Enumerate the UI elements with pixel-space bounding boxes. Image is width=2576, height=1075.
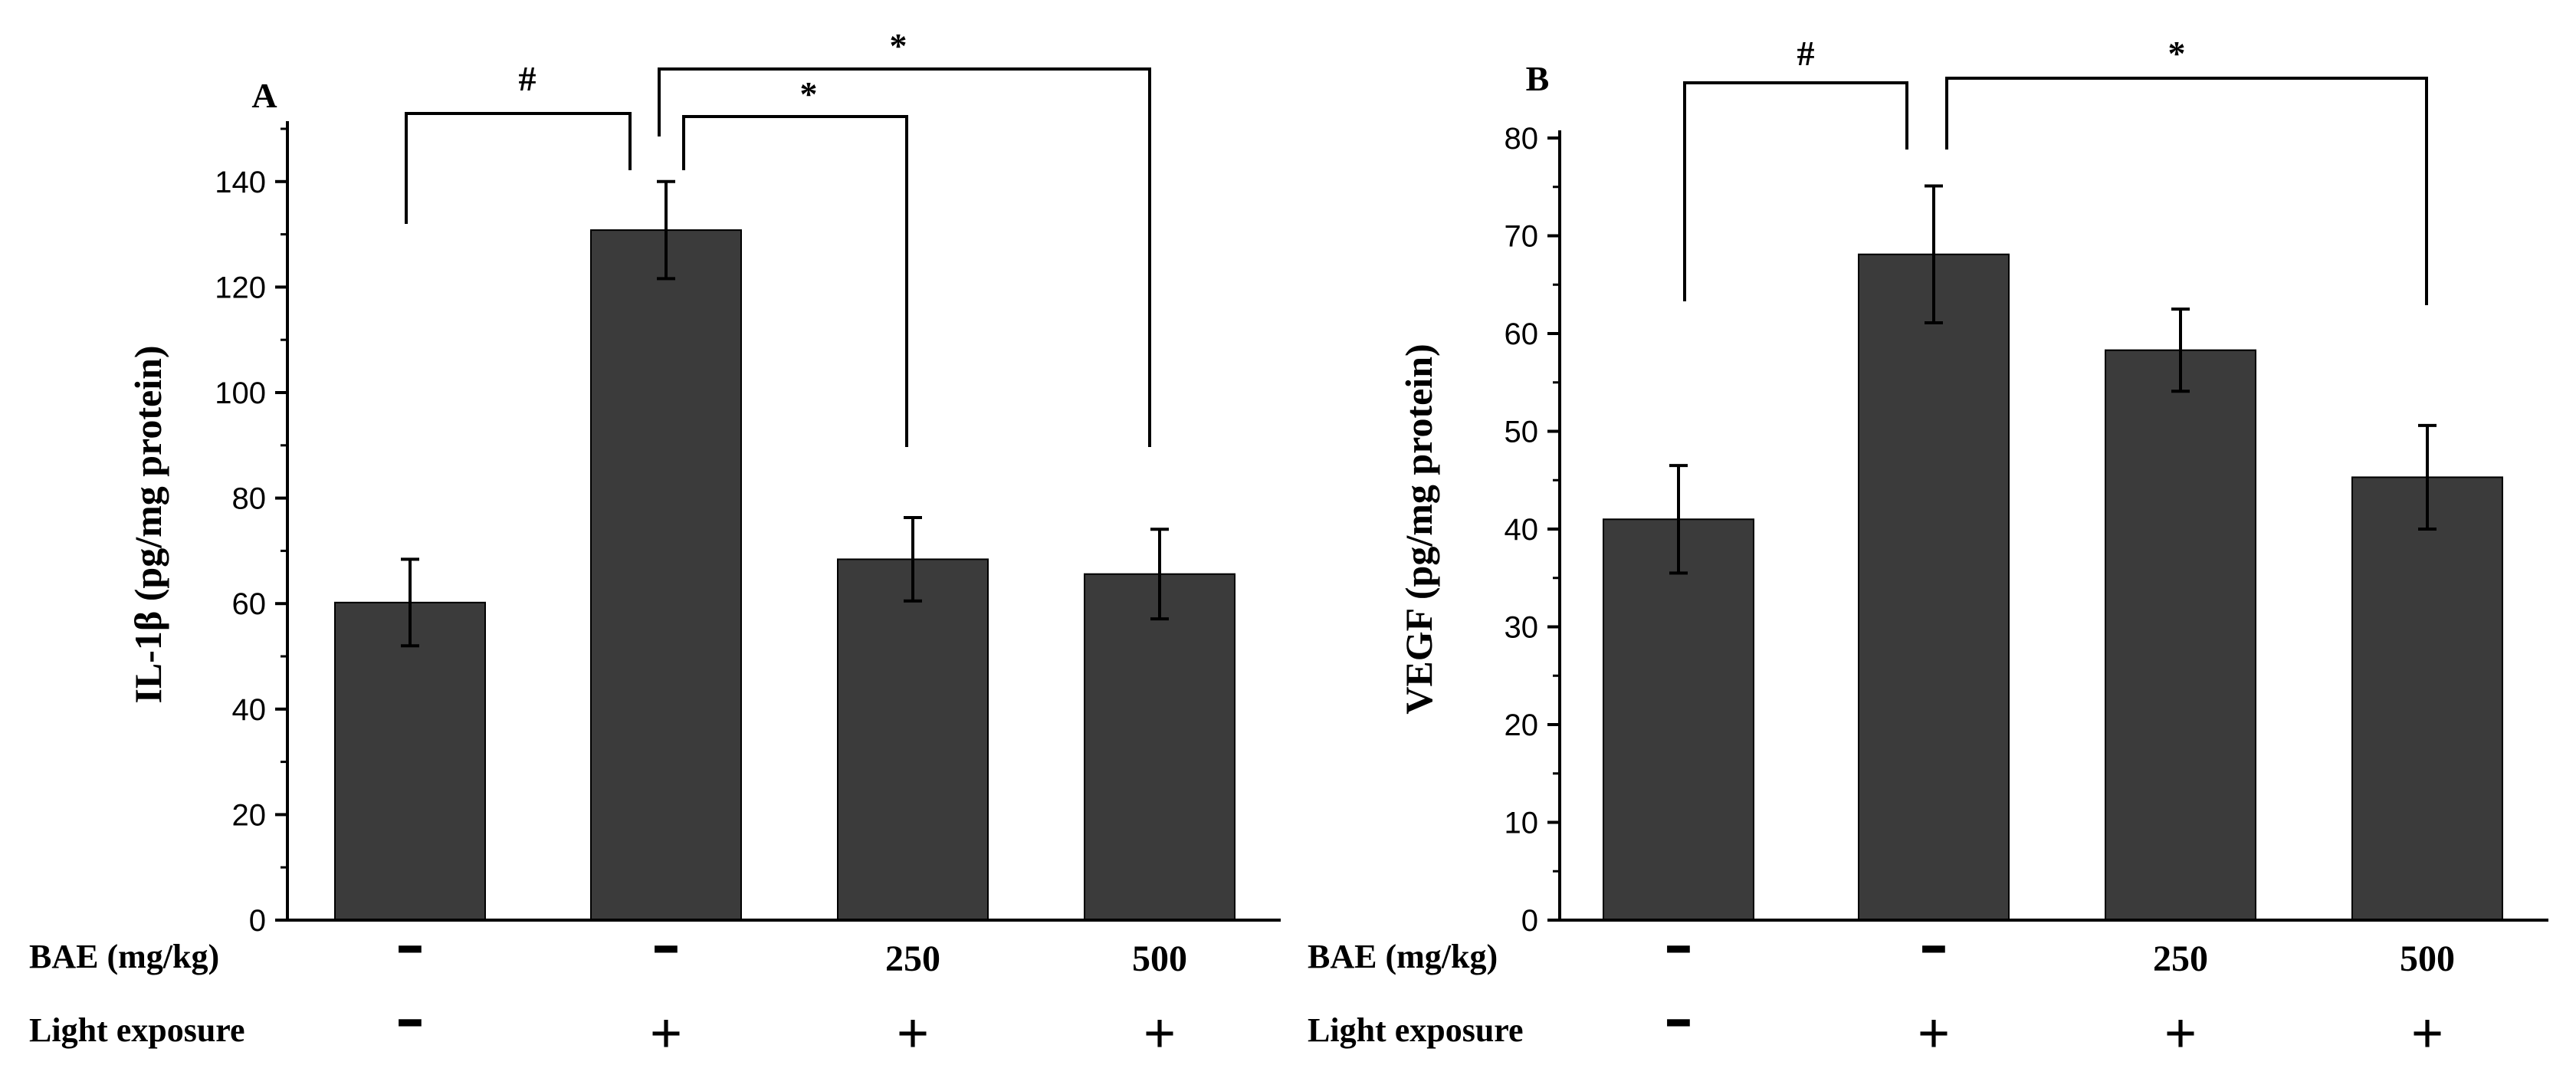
- bae-value-2: -: [651, 911, 681, 978]
- significance-bracket: [658, 67, 1151, 447]
- y-tick-label: 40: [1505, 513, 1539, 547]
- light-value-2: +: [1918, 1003, 1950, 1064]
- y-tick-label: 140: [215, 166, 266, 199]
- panel-label: B: [1526, 59, 1550, 98]
- significance-marker: *: [890, 26, 907, 65]
- bae-row-label: BAE (mg/kg): [1308, 938, 1498, 975]
- bae-value-2: -: [1919, 911, 1949, 978]
- bar-2: [590, 229, 742, 921]
- panel-b-chart: 0 10 20 30 40 50 60 70 80 VEGF (pg/mg protein) B # *…: [1308, 34, 2548, 1064]
- bar-2: [1858, 253, 2010, 922]
- bae-value-4: 500: [1132, 939, 1187, 979]
- y-tick-label: 100: [215, 376, 266, 410]
- significance-marker: #: [519, 59, 537, 98]
- light-value-2: +: [650, 1003, 682, 1064]
- y-axis-label: IL-1β (pg/mg protein): [126, 345, 169, 703]
- significance-bracket: [1945, 77, 2428, 305]
- bar-4: [2351, 476, 2503, 921]
- y-tick-label: 40: [232, 693, 267, 727]
- significance-bracket: [1683, 81, 1908, 301]
- y-tick-label: 50: [1505, 416, 1539, 449]
- significance-bracket: [405, 112, 632, 224]
- y-tick-label: 20: [1505, 708, 1539, 742]
- light-value-1: -: [395, 985, 425, 1051]
- significance-marker: *: [2168, 34, 2186, 73]
- y-tick-label: 120: [215, 271, 266, 304]
- bae-value-1: -: [395, 911, 425, 978]
- bar-1: [334, 601, 486, 921]
- bar-4: [1084, 573, 1235, 921]
- significance-marker: #: [1797, 34, 1815, 73]
- y-tick-label: 70: [1505, 220, 1539, 254]
- y-tick-label: 20: [232, 798, 267, 832]
- light-row-label: Light exposure: [1308, 1011, 1524, 1049]
- bae-row-label: BAE (mg/kg): [29, 938, 219, 975]
- y-tick-label: 0: [1521, 904, 1538, 938]
- bar-3: [837, 558, 989, 922]
- bae-value-3: 250: [885, 939, 940, 979]
- light-row-label: Light exposure: [29, 1011, 245, 1049]
- y-tick-label: 80: [1505, 122, 1539, 156]
- light-value-4: +: [1144, 1003, 1176, 1064]
- light-value-3: +: [2164, 1003, 2197, 1064]
- y-tick-label: 60: [1505, 317, 1539, 351]
- light-value-3: +: [897, 1003, 929, 1064]
- bar-1: [1603, 518, 1754, 921]
- y-tick-label: 30: [1505, 611, 1539, 645]
- panel-a-chart: 0 20 40 60 80 100 120 140 IL-1β (pg/mg protein) A…: [29, 26, 1281, 1064]
- y-axis-label: VEGF (pg/mg protein): [1397, 344, 1440, 714]
- panel-label: A: [251, 76, 277, 115]
- y-tick-label: 60: [232, 587, 267, 621]
- significance-marker: *: [800, 74, 818, 113]
- y-tick-label: 0: [249, 904, 266, 938]
- light-value-1: -: [1664, 985, 1694, 1051]
- y-tick-label: 80: [232, 482, 267, 516]
- bae-value-1: -: [1664, 911, 1694, 978]
- light-value-4: +: [2411, 1003, 2443, 1064]
- bae-value-4: 500: [2400, 939, 2455, 979]
- bae-value-3: 250: [2153, 939, 2208, 979]
- significance-bracket: [682, 115, 908, 447]
- y-tick-label: 10: [1505, 807, 1539, 840]
- bar-3: [2105, 349, 2256, 921]
